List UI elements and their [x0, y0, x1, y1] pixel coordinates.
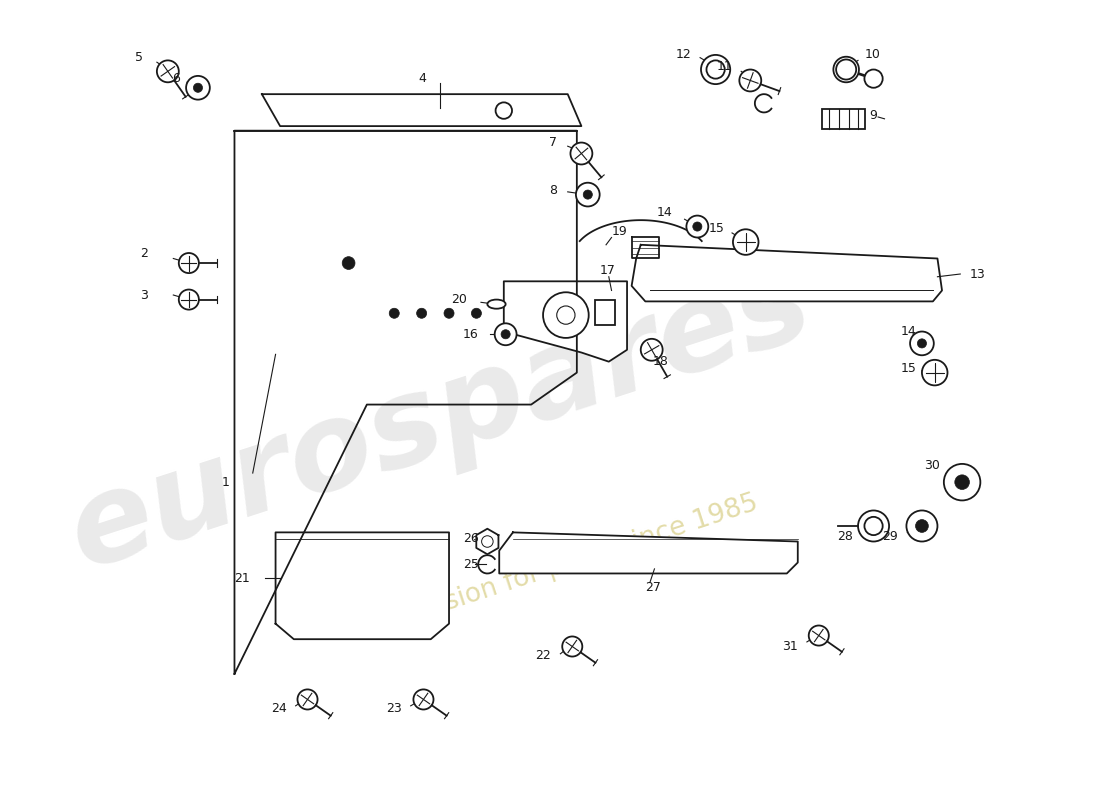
- Circle shape: [686, 215, 708, 238]
- Circle shape: [836, 59, 856, 79]
- Polygon shape: [504, 282, 627, 362]
- Text: 14: 14: [657, 206, 673, 219]
- Text: 19: 19: [612, 225, 627, 238]
- Polygon shape: [262, 94, 582, 126]
- Circle shape: [865, 70, 882, 88]
- Polygon shape: [499, 532, 798, 574]
- Text: 20: 20: [451, 293, 468, 306]
- Circle shape: [414, 690, 433, 710]
- Text: 22: 22: [536, 649, 551, 662]
- Ellipse shape: [487, 299, 506, 309]
- Circle shape: [194, 83, 202, 92]
- Polygon shape: [476, 529, 498, 554]
- Text: 15: 15: [901, 362, 916, 374]
- Circle shape: [444, 308, 454, 318]
- Circle shape: [417, 308, 427, 318]
- Polygon shape: [631, 245, 942, 302]
- Circle shape: [186, 76, 210, 100]
- Circle shape: [834, 57, 859, 82]
- Circle shape: [701, 55, 730, 84]
- Text: 3: 3: [140, 289, 147, 302]
- Circle shape: [179, 290, 199, 310]
- Circle shape: [472, 308, 482, 318]
- Text: 24: 24: [271, 702, 286, 715]
- Text: 16: 16: [462, 328, 478, 341]
- Text: 9: 9: [869, 109, 877, 122]
- Text: 1: 1: [222, 476, 230, 489]
- Text: 31: 31: [782, 640, 797, 653]
- Circle shape: [543, 292, 588, 338]
- Circle shape: [583, 190, 593, 199]
- Text: 23: 23: [386, 702, 402, 715]
- Circle shape: [922, 360, 947, 386]
- FancyBboxPatch shape: [822, 109, 866, 129]
- Circle shape: [342, 257, 355, 270]
- Polygon shape: [631, 238, 659, 258]
- Circle shape: [955, 475, 969, 490]
- Text: 10: 10: [865, 49, 880, 62]
- Polygon shape: [276, 532, 449, 639]
- Text: 14: 14: [901, 325, 916, 338]
- Text: 11: 11: [716, 60, 732, 74]
- Text: 5: 5: [135, 51, 143, 64]
- Text: 2: 2: [140, 247, 147, 261]
- Text: 13: 13: [969, 267, 986, 281]
- Text: 21: 21: [234, 571, 250, 585]
- Circle shape: [640, 339, 662, 361]
- Text: 27: 27: [646, 581, 661, 594]
- Circle shape: [389, 308, 399, 318]
- Circle shape: [495, 323, 517, 346]
- Text: 4: 4: [418, 72, 426, 85]
- Text: 17: 17: [600, 264, 616, 277]
- Text: 18: 18: [652, 355, 668, 368]
- Text: eurospares: eurospares: [54, 243, 825, 594]
- Circle shape: [297, 690, 318, 710]
- Circle shape: [906, 510, 937, 542]
- Text: 7: 7: [549, 136, 557, 149]
- Text: 25: 25: [463, 558, 478, 571]
- Circle shape: [735, 231, 757, 253]
- Circle shape: [910, 331, 934, 355]
- Circle shape: [693, 222, 702, 231]
- Text: 8: 8: [549, 183, 557, 197]
- Circle shape: [865, 517, 882, 535]
- Circle shape: [924, 362, 946, 383]
- Circle shape: [179, 253, 199, 273]
- Text: a passion for parts since 1985: a passion for parts since 1985: [374, 490, 761, 638]
- Circle shape: [917, 339, 926, 348]
- Circle shape: [576, 182, 600, 206]
- FancyBboxPatch shape: [595, 299, 615, 325]
- Text: 15: 15: [708, 222, 725, 235]
- Circle shape: [733, 230, 759, 255]
- Text: 6: 6: [172, 72, 179, 85]
- Circle shape: [915, 519, 928, 532]
- Circle shape: [157, 60, 179, 82]
- Circle shape: [739, 70, 761, 91]
- Circle shape: [944, 464, 980, 501]
- Text: 29: 29: [882, 530, 899, 543]
- Circle shape: [502, 330, 510, 339]
- Circle shape: [858, 510, 889, 542]
- Text: 30: 30: [924, 459, 940, 472]
- Circle shape: [808, 626, 828, 646]
- Polygon shape: [234, 130, 576, 674]
- Circle shape: [706, 60, 725, 78]
- Text: 26: 26: [463, 532, 478, 546]
- Circle shape: [562, 637, 582, 657]
- Circle shape: [571, 142, 593, 165]
- Text: 28: 28: [837, 530, 852, 543]
- Text: 12: 12: [675, 49, 691, 62]
